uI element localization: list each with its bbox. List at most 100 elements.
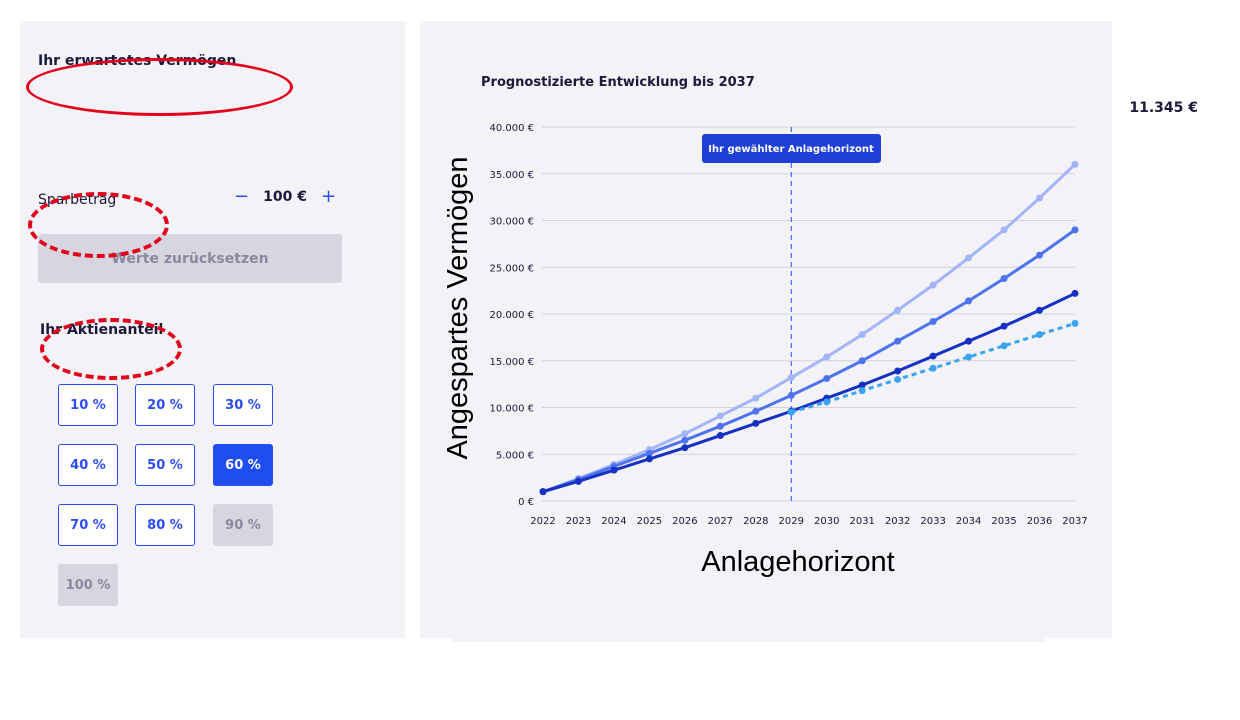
- x-axis-label: Anlagehorizont: [701, 546, 894, 578]
- decrease-savings-button[interactable]: −: [234, 186, 250, 207]
- series-line-3: [542, 292, 1076, 494]
- series-point-3: [929, 352, 937, 360]
- series-line-2: [542, 228, 1076, 494]
- stock-share-heading: Ihr Aktienanteil: [40, 322, 164, 338]
- series-point-4: [1000, 342, 1008, 350]
- series-point-2: [716, 422, 724, 430]
- x-tick-label: 2024: [601, 516, 626, 527]
- stock-share-100-button: 100 %: [58, 564, 118, 606]
- series-point-2: [752, 407, 760, 415]
- chart-title: Prognostizierte Entwicklung bis 2037: [481, 75, 755, 90]
- series-point-3: [1000, 322, 1008, 330]
- series-point-4: [894, 375, 902, 383]
- series-point-2: [645, 449, 653, 457]
- series-point-2: [1036, 251, 1044, 259]
- series-point-3: [965, 337, 973, 345]
- stock-share-70-button[interactable]: 70 %: [58, 504, 118, 546]
- increase-savings-button[interactable]: +: [320, 186, 337, 207]
- x-tick-label: 2026: [672, 516, 697, 527]
- savings-stepper: − 100 € +: [234, 188, 336, 206]
- series-point-4: [929, 364, 937, 372]
- series-point-3: [681, 444, 689, 452]
- series-point-1: [929, 281, 937, 289]
- stock-share-60-button[interactable]: 60 %: [213, 444, 273, 486]
- series-point-1: [1036, 194, 1044, 202]
- series-point-4: [965, 353, 973, 361]
- series-point-4: [1071, 319, 1079, 327]
- horizon-marker-badge: [702, 134, 881, 163]
- savings-amount-value: 100 €: [263, 189, 307, 205]
- y-tick-label: 20.000 €: [489, 310, 534, 321]
- stock-share-40-button[interactable]: 40 %: [58, 444, 118, 486]
- series-point-3: [645, 455, 653, 463]
- series-point-4: [1036, 331, 1044, 339]
- stock-share-50-button[interactable]: 50 %: [135, 444, 195, 486]
- series-point-1: [965, 254, 973, 262]
- x-tick-label: 2023: [566, 516, 591, 527]
- x-tick-label: 2036: [1027, 516, 1052, 527]
- series-point-3: [752, 419, 760, 427]
- series-point-1: [858, 331, 866, 339]
- stock-share-90-button: 90 %: [213, 504, 273, 546]
- horizon-marker-label: Ihr gewählter Anlagehorizont: [708, 144, 874, 155]
- x-tick-label: 2035: [991, 516, 1016, 527]
- y-tick-label: 35.000 €: [489, 170, 534, 181]
- savings-amount-label: Sparbetrag: [38, 192, 117, 208]
- series-point-1: [1071, 160, 1079, 168]
- y-tick-label: 10.000 €: [489, 404, 534, 415]
- series-point-1: [787, 374, 795, 382]
- series-point-3: [610, 466, 618, 474]
- series-point-3: [894, 367, 902, 375]
- x-tick-label: 2025: [637, 516, 662, 527]
- series-point-2: [965, 297, 973, 305]
- series-point-2: [929, 317, 937, 325]
- x-tick-label: 2032: [885, 516, 910, 527]
- x-tick-label: 2034: [956, 516, 981, 527]
- series-point-3: [539, 488, 547, 496]
- y-tick-label: 30.000 €: [489, 217, 534, 228]
- series-point-3: [1036, 306, 1044, 314]
- series-point-4: [858, 387, 866, 395]
- stock-share-10-button[interactable]: 10 %: [58, 384, 118, 426]
- series-point-1: [894, 306, 902, 314]
- x-tick-label: 2027: [708, 516, 733, 527]
- series-point-2: [681, 436, 689, 444]
- y-tick-label: 0 €: [518, 497, 534, 508]
- stock-share-30-button[interactable]: 30 %: [213, 384, 273, 426]
- stock-share-80-button[interactable]: 80 %: [135, 504, 195, 546]
- series-point-3: [574, 477, 582, 485]
- y-axis-label: Angespartes Vermögen: [442, 156, 474, 459]
- series-point-2: [787, 391, 795, 399]
- expected-wealth-heading: Ihr erwartetes Vermögen: [38, 53, 237, 69]
- series-point-1: [823, 353, 831, 361]
- series-point-1: [752, 394, 760, 402]
- series-point-1: [1000, 226, 1008, 234]
- series-point-2: [1000, 274, 1008, 282]
- series-point-3: [1071, 289, 1079, 297]
- series-point-2: [823, 375, 831, 383]
- series-point-1: [716, 412, 724, 420]
- x-tick-label: 2033: [920, 516, 945, 527]
- series-line-1: [542, 163, 1077, 494]
- series-point-4: [823, 398, 831, 406]
- x-tick-label: 2037: [1062, 516, 1087, 527]
- series-point-3: [858, 381, 866, 389]
- x-tick-label: 2029: [779, 516, 804, 527]
- series-point-1: [681, 430, 689, 438]
- stock-share-20-button[interactable]: 20 %: [135, 384, 195, 426]
- series-point-2: [1071, 226, 1079, 234]
- y-tick-label: 25.000 €: [489, 263, 534, 274]
- x-tick-label: 2028: [743, 516, 768, 527]
- y-tick-label: 15.000 €: [489, 357, 534, 368]
- series-point-2: [894, 337, 902, 345]
- x-tick-label: 2022: [530, 516, 555, 527]
- reset-values-button[interactable]: Werte zurücksetzen: [38, 234, 342, 283]
- y-tick-label: 5.000 €: [496, 450, 534, 461]
- x-tick-label: 2030: [814, 516, 839, 527]
- x-tick-label: 2031: [849, 516, 874, 527]
- panel-bottom-edge: [452, 636, 1046, 642]
- y-tick-label: 40.000 €: [489, 123, 534, 134]
- series-point-2: [858, 357, 866, 365]
- series-point-4: [787, 408, 795, 416]
